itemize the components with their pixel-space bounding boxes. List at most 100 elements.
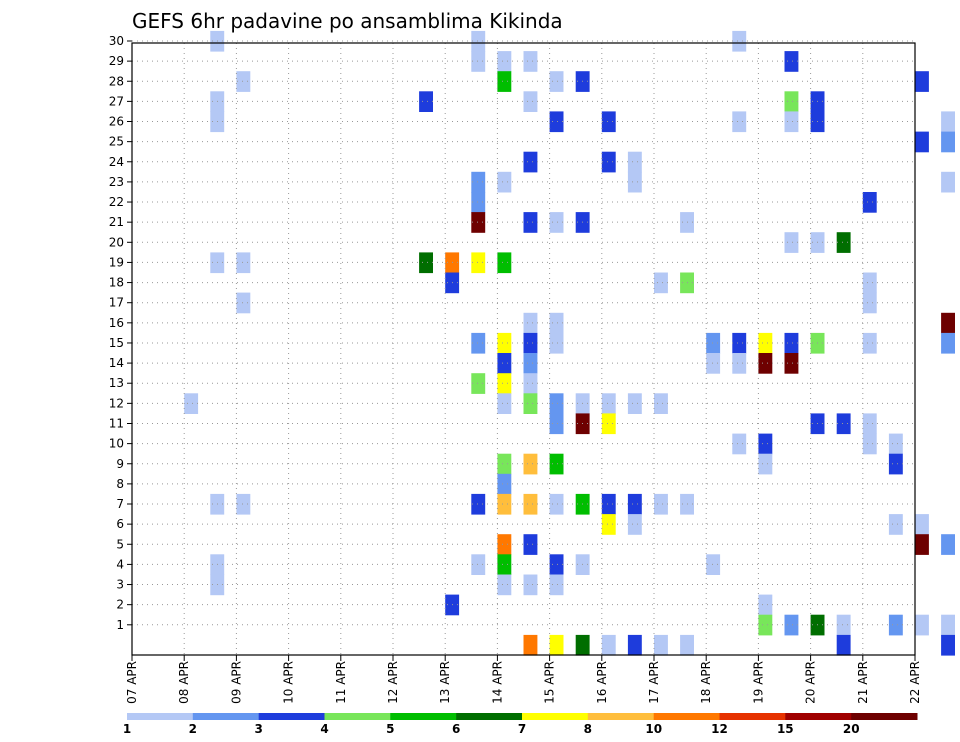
heatmap-cell <box>784 51 799 72</box>
heatmap-cell <box>601 514 616 535</box>
heatmap-cell <box>862 413 877 435</box>
heatmap-cell <box>497 453 512 475</box>
heatmap-cell <box>784 353 799 374</box>
x-tick-label: 13 APR <box>438 661 452 704</box>
heatmap-cell <box>523 312 538 334</box>
heatmap-cell <box>549 453 564 475</box>
x-tick-label: 22 APR <box>908 661 922 704</box>
heatmap-cell <box>184 393 199 414</box>
x-tick-label: 09 APR <box>229 661 243 704</box>
legend-label: 6 <box>452 722 460 736</box>
heatmap-cell <box>784 111 799 133</box>
heatmap-cell <box>862 272 877 294</box>
y-tick-label: 10 <box>109 437 124 451</box>
y-tick-label: 22 <box>109 195 124 209</box>
legend-swatch <box>456 713 523 720</box>
heatmap-cell <box>862 332 877 354</box>
heatmap-cell <box>941 131 955 153</box>
heatmap-cell <box>497 554 512 575</box>
y-tick-label: 11 <box>109 416 124 430</box>
heatmap-cell <box>680 634 694 656</box>
x-tick-label: 11 APR <box>334 661 348 704</box>
heatmap-cell <box>862 433 877 455</box>
heatmap-cell <box>941 111 955 133</box>
heatmap-cell <box>471 171 486 193</box>
legend-label: 20 <box>843 722 860 736</box>
heatmap-cell <box>497 534 512 555</box>
heatmap-cell <box>784 614 799 636</box>
heatmap-cell <box>627 171 642 193</box>
legend-label: 8 <box>584 722 592 736</box>
heatmap-cell <box>236 252 251 274</box>
x-tick-label: 14 APR <box>490 661 504 704</box>
heatmap-cell <box>523 393 538 414</box>
heatmap-cell <box>471 373 486 394</box>
y-tick-label: 13 <box>109 376 124 390</box>
heatmap-cell <box>523 634 538 656</box>
legend-label: 5 <box>386 722 394 736</box>
y-tick-label: 5 <box>116 537 124 551</box>
y-tick-label: 3 <box>116 578 124 592</box>
legend-label: 4 <box>320 722 328 736</box>
heatmap-cell <box>549 493 564 515</box>
heatmap-cell <box>915 534 929 555</box>
heatmap-cell <box>732 30 747 52</box>
x-axis: 07 APR 08 APR 09 APR 10 APR 11 APR 12 APR 13 A… <box>125 655 922 704</box>
heatmap-cell <box>836 413 851 435</box>
heatmap-cell <box>523 51 538 72</box>
heatmap-cell <box>523 151 538 173</box>
legend-swatch <box>522 713 589 720</box>
heatmap-cell <box>915 131 929 153</box>
plot-frame <box>131 42 916 656</box>
heatmap-cell <box>654 493 668 515</box>
legend-swatch <box>587 713 655 720</box>
heatmap-cell <box>758 433 773 455</box>
heatmap-cell <box>784 91 799 112</box>
legend-swatch <box>127 713 194 720</box>
heatmap-cell <box>654 393 668 414</box>
heatmap-cell <box>862 192 877 213</box>
heatmap-cell <box>915 514 929 535</box>
heatmap-cell <box>523 453 538 475</box>
heatmap-cell <box>471 30 486 52</box>
legend-swatch <box>324 713 391 720</box>
heatmap-cell <box>627 634 642 656</box>
heatmap-cell <box>549 413 564 435</box>
heatmap-cell <box>758 614 773 636</box>
heatmap-cell <box>549 71 564 92</box>
heatmap-cell <box>497 493 512 515</box>
heatmap-cell <box>732 111 747 133</box>
heatmap-cell <box>497 51 512 72</box>
heatmap-cell <box>706 353 721 374</box>
heatmap-cell <box>497 473 512 495</box>
legend-label: 7 <box>518 722 526 736</box>
y-tick-label: 18 <box>109 276 124 290</box>
heatmap-cell <box>523 493 538 515</box>
y-tick-label: 28 <box>109 74 124 88</box>
heatmap-cell <box>471 212 486 233</box>
heatmap-cell <box>575 634 590 656</box>
heatmap-cell <box>915 614 929 636</box>
y-tick-label: 7 <box>116 497 124 511</box>
heatmap-cell <box>627 393 642 414</box>
y-tick-label: 8 <box>116 477 124 491</box>
x-tick-label: 20 APR <box>804 661 818 704</box>
heatmap-cell <box>419 91 433 112</box>
x-tick-label: 07 APR <box>125 661 139 704</box>
heatmap-cell <box>758 353 773 374</box>
heatmap-cell <box>706 554 721 575</box>
heatmap-cell <box>627 151 642 173</box>
heatmap-cell <box>941 312 955 334</box>
heatmap-cell <box>523 91 538 112</box>
heatmap-cell <box>471 554 486 575</box>
heatmap-cell <box>497 353 512 374</box>
heatmap-cell <box>836 634 851 656</box>
y-tick-label: 6 <box>116 517 124 531</box>
heatmap-cell <box>497 171 512 193</box>
y-tick-label: 21 <box>109 215 124 229</box>
legend-label: 10 <box>645 722 662 736</box>
x-tick-label: 17 APR <box>647 661 661 704</box>
heatmap-cell <box>836 614 851 636</box>
legend-label: 12 <box>711 722 728 736</box>
